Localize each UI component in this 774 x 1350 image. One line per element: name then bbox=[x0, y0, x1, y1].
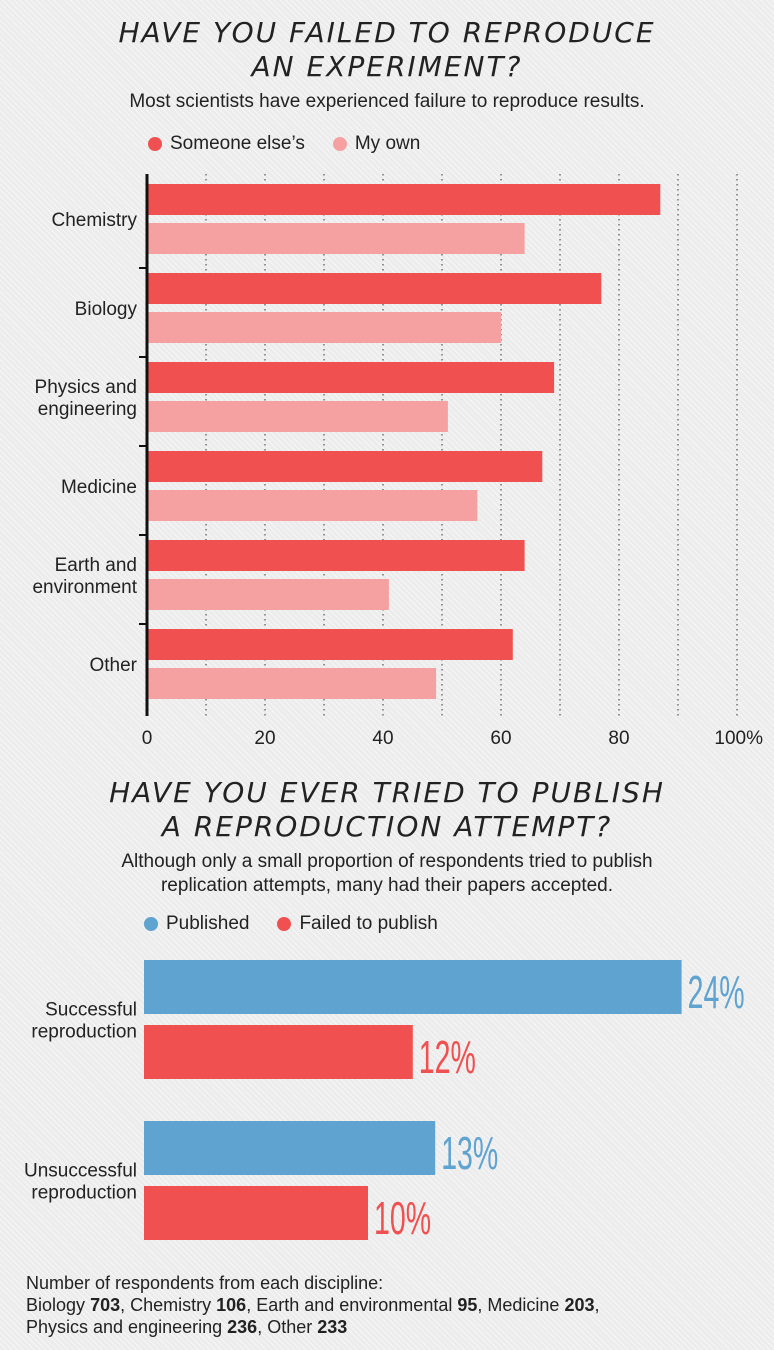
chart2-category-label-line: reproduction bbox=[31, 1022, 137, 1043]
chart2-legend-swatch-failed bbox=[277, 917, 292, 931]
footer-entry-count: 203 bbox=[564, 1295, 595, 1315]
chart1-category-label: Earth and environment bbox=[32, 555, 137, 598]
footer-entry-name: Other bbox=[267, 1317, 313, 1337]
chart1-category-label: Chemistry bbox=[51, 210, 137, 231]
chart2-subtitle-line-1: Although only a small proportion of resp… bbox=[121, 851, 653, 872]
footer-line-2: Physics and engineering 236, Other 233 bbox=[26, 1317, 348, 1337]
footer-entry-count: 95 bbox=[457, 1295, 478, 1315]
chart1-bar-someone-else bbox=[147, 451, 543, 482]
chart1-bar-my-own bbox=[147, 668, 437, 699]
chart2-title-line-2: A REPRODUCTION ATTEMPT? bbox=[161, 810, 613, 843]
respondents-footer: Number of respondents from each discipli… bbox=[26, 1272, 766, 1338]
chart1-legend-item-someone-else: Someone else’s bbox=[148, 133, 305, 155]
chart2-title: HAVE YOU EVER TRIED TO PUBLISH A REPRODU… bbox=[0, 776, 774, 844]
chart1-x-tick-label: 20 bbox=[254, 728, 275, 749]
chart2-bar-published bbox=[144, 960, 682, 1014]
footer-heading: Number of respondents from each discipli… bbox=[26, 1273, 384, 1293]
chart1-category-label: Biology bbox=[75, 299, 138, 320]
footer-entry-name: Earth and environmental bbox=[256, 1295, 453, 1315]
chart2-legend-swatch-published bbox=[144, 917, 158, 931]
chart1-category-label-line: engineering bbox=[38, 399, 137, 420]
chart2-value-label: 13% bbox=[441, 1128, 498, 1180]
chart2-bar-failed bbox=[144, 1186, 368, 1240]
chart2-legend-label-published: Published bbox=[166, 913, 250, 934]
chart1-bar-someone-else bbox=[147, 273, 602, 304]
chart1-x-tick-label: 0 bbox=[142, 728, 153, 749]
chart1-bar-my-own bbox=[147, 223, 525, 254]
chart2-legend-item-published: Published bbox=[144, 913, 249, 935]
chart1-bar-someone-else bbox=[147, 629, 513, 660]
chart2-bar-failed bbox=[144, 1025, 413, 1079]
chart1-category-label-line: environment bbox=[32, 577, 137, 598]
chart1-category-label-line: Other bbox=[89, 655, 137, 676]
chart1-category-label-line: Biology bbox=[75, 299, 138, 320]
chart1-x-tick-label: 100% bbox=[714, 728, 763, 749]
chart2-title-line-1: HAVE YOU EVER TRIED TO PUBLISH bbox=[109, 776, 665, 809]
footer-entry-name: Biology bbox=[26, 1295, 86, 1315]
chart1-legend-item-my-own: My own bbox=[332, 133, 421, 155]
footer-entry-count: 236 bbox=[227, 1317, 258, 1337]
chart1-bar-my-own bbox=[147, 490, 478, 521]
chart2-category-label-line: Successful bbox=[45, 1000, 137, 1021]
chart2-legend: Published Failed to publish bbox=[144, 913, 438, 935]
chart2-subtitle: Although only a small proportion of resp… bbox=[0, 850, 774, 898]
chart1-x-tick-label: 40 bbox=[372, 728, 393, 749]
chart1-category-label-line: Physics and bbox=[35, 377, 137, 398]
chart1-category-label-line: Chemistry bbox=[51, 210, 137, 231]
chart1-subtitle: Most scientists have experienced failure… bbox=[129, 91, 645, 112]
chart1-x-tick-label: 80 bbox=[608, 728, 629, 749]
chart1-title-line-2: AN EXPERIMENT? bbox=[251, 50, 523, 83]
chart1-bar-someone-else bbox=[147, 362, 555, 393]
chart1-legend-label-someone-else: Someone else’s bbox=[170, 133, 305, 154]
chart1-x-tick-label: 60 bbox=[490, 728, 511, 749]
chart1-category-label: Medicine bbox=[61, 477, 137, 498]
chart2-value-label: 10% bbox=[374, 1193, 431, 1245]
chart1-bar-my-own bbox=[147, 579, 389, 610]
chart2-subtitle-line-2: replication attempts, many had their pap… bbox=[160, 875, 614, 896]
chart1-legend: Someone else’s My own bbox=[148, 133, 420, 155]
chart1-title: HAVE YOU FAILED TO REPRODUCE AN EXPERIME… bbox=[0, 16, 774, 84]
chart1-legend-swatch-my-own bbox=[332, 137, 347, 151]
chart1-category-label: Other bbox=[89, 655, 137, 676]
footer-entry-name: Chemistry bbox=[130, 1295, 212, 1315]
chart1-category-label-line: Medicine bbox=[61, 477, 137, 498]
chart1-bar-someone-else bbox=[147, 540, 525, 571]
chart1-category-label-line: Earth and bbox=[55, 555, 137, 576]
chart2-plot: 24%12%Successful reproduction13%10%Unsucc… bbox=[24, 960, 745, 1245]
chart2-category-label-line: reproduction bbox=[31, 1183, 137, 1204]
footer-entry-count: 106 bbox=[216, 1295, 247, 1315]
chart2-value-label: 24% bbox=[688, 967, 745, 1019]
chart2-value-label: 12% bbox=[419, 1032, 476, 1084]
chart1-title-line-1: HAVE YOU FAILED TO REPRODUCE bbox=[118, 16, 656, 49]
chart2-legend-label-failed: Failed to publish bbox=[299, 913, 438, 934]
chart2-category-label-line: Unsuccessful bbox=[24, 1161, 137, 1182]
chart2-bar-published bbox=[144, 1121, 436, 1175]
chart1-bar-my-own bbox=[147, 312, 501, 343]
footer-entry-name: Medicine bbox=[487, 1295, 560, 1315]
chart1-legend-label-my-own: My own bbox=[354, 133, 421, 154]
chart1-category-label: Physics and engineering bbox=[35, 377, 137, 420]
chart1-plot: Chemistry Biology Physics and engineering Me… bbox=[32, 174, 763, 749]
footer-line-1: Biology 703, Chemistry 106, Earth and en… bbox=[26, 1295, 600, 1315]
chart2-category-label: Successful reproduction bbox=[31, 1000, 137, 1043]
footer-entry-count: 703 bbox=[90, 1295, 121, 1315]
chart1-bar-my-own bbox=[147, 401, 448, 432]
chart1-bar-someone-else bbox=[147, 184, 661, 215]
footer-entry-count: 233 bbox=[317, 1317, 348, 1337]
chart2-legend-item-failed: Failed to publish bbox=[277, 913, 438, 935]
chart2-category-label: Unsuccessful reproduction bbox=[24, 1161, 137, 1204]
chart1-legend-swatch-someone-else bbox=[148, 137, 162, 151]
footer-entry-name: Physics and engineering bbox=[26, 1317, 223, 1337]
